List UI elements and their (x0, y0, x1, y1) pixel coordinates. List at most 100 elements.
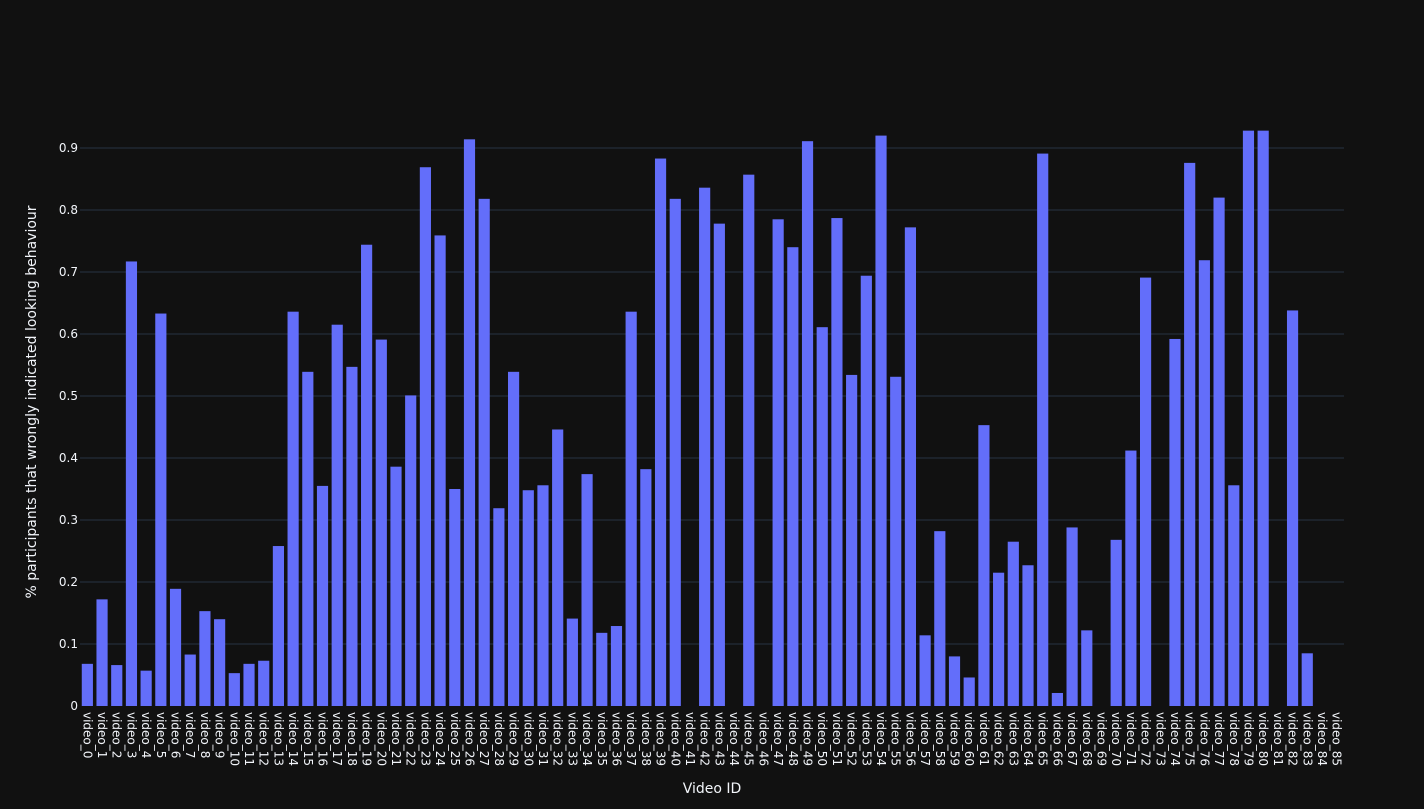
bar-video-52[interactable] (846, 374, 858, 706)
bars (81, 130, 1313, 707)
bar-video-42[interactable] (699, 187, 711, 706)
x-tick-label: video_16 (316, 712, 330, 766)
x-tick-label: video_44 (727, 712, 741, 766)
bar-video-65[interactable] (1037, 153, 1049, 706)
x-tick-label: video_45 (742, 712, 756, 766)
y-tick-label: 0.1 (59, 637, 78, 651)
bar-video-58[interactable] (934, 531, 946, 706)
bar-video-22[interactable] (405, 395, 417, 706)
bar-video-17[interactable] (331, 324, 343, 706)
bar-video-9[interactable] (214, 619, 226, 706)
bar-video-1[interactable] (96, 599, 108, 706)
bar-video-40[interactable] (669, 198, 681, 706)
x-tick-label: video_74 (1168, 712, 1182, 766)
bar-video-74[interactable] (1169, 338, 1181, 706)
x-tick-label: video_25 (448, 712, 462, 766)
x-tick-label: video_35 (595, 712, 609, 766)
x-tick-label: video_78 (1227, 712, 1241, 766)
bar-video-38[interactable] (640, 469, 652, 706)
bar-video-66[interactable] (1051, 692, 1063, 706)
bar-video-12[interactable] (258, 660, 270, 706)
bar-video-71[interactable] (1125, 450, 1137, 706)
bar-video-0[interactable] (81, 663, 93, 706)
bar-video-54[interactable] (875, 135, 887, 707)
bar-video-47[interactable] (772, 219, 784, 707)
bar-video-76[interactable] (1198, 260, 1210, 706)
bar-video-6[interactable] (169, 588, 182, 706)
bar-video-49[interactable] (801, 141, 814, 706)
bar-video-50[interactable] (816, 327, 828, 706)
bar-video-78[interactable] (1228, 485, 1240, 706)
bar-video-14[interactable] (287, 311, 299, 706)
bar-video-20[interactable] (375, 339, 387, 706)
x-tick-label: video_19 (360, 712, 374, 766)
bar-video-33[interactable] (566, 618, 578, 706)
bar-video-77[interactable] (1213, 197, 1225, 706)
bar-video-43[interactable] (713, 223, 725, 706)
bar-video-35[interactable] (596, 632, 608, 706)
bar-video-36[interactable] (610, 626, 623, 706)
bar-video-61[interactable] (978, 425, 990, 706)
bar-video-29[interactable] (507, 371, 520, 706)
bar-video-72[interactable] (1139, 277, 1152, 706)
bar-video-34[interactable] (581, 474, 593, 706)
bar-video-5[interactable] (155, 313, 167, 706)
bar-video-37[interactable] (625, 311, 637, 706)
x-tick-label: video_28 (492, 712, 506, 766)
bar-video-30[interactable] (522, 490, 534, 706)
bar-video-18[interactable] (346, 366, 358, 706)
bar-video-59[interactable] (948, 656, 961, 706)
x-tick-label: video_20 (374, 712, 388, 766)
bar-video-53[interactable] (860, 275, 872, 706)
bar-video-39[interactable] (654, 158, 667, 707)
bar-video-67[interactable] (1066, 527, 1078, 706)
bar-video-23[interactable] (419, 167, 431, 707)
x-tick-label: video_39 (654, 712, 668, 766)
bar-video-75[interactable] (1184, 162, 1196, 706)
bar-video-56[interactable] (904, 227, 917, 707)
bar-video-45[interactable] (743, 174, 755, 706)
bar-video-48[interactable] (787, 247, 799, 706)
bar-video-82[interactable] (1286, 310, 1299, 706)
bar-video-15[interactable] (302, 371, 314, 706)
x-tick-label: video_24 (433, 712, 447, 766)
bar-video-83[interactable] (1301, 653, 1313, 706)
bar-video-80[interactable] (1257, 130, 1269, 706)
bar-video-57[interactable] (919, 635, 931, 706)
bar-video-28[interactable] (493, 508, 505, 706)
bar-video-16[interactable] (316, 485, 329, 706)
bar-video-24[interactable] (434, 235, 446, 707)
bar-video-26[interactable] (463, 139, 476, 706)
bar-video-70[interactable] (1110, 539, 1122, 706)
bar-video-31[interactable] (537, 485, 549, 706)
bar-video-2[interactable] (111, 665, 123, 706)
bar-video-3[interactable] (125, 261, 138, 706)
bar-video-79[interactable] (1242, 130, 1255, 706)
bar-video-51[interactable] (831, 218, 843, 706)
bar-video-25[interactable] (449, 489, 461, 706)
bar-video-32[interactable] (552, 429, 564, 706)
x-tick-label: video_55 (889, 712, 903, 766)
bar-video-11[interactable] (243, 663, 255, 706)
bar-video-62[interactable] (993, 572, 1005, 706)
bar-video-68[interactable] (1081, 630, 1093, 706)
bar-video-8[interactable] (199, 611, 211, 706)
x-tick-label: video_77 (1212, 712, 1226, 766)
x-tick-label: video_85 (1330, 712, 1344, 766)
bar-video-60[interactable] (963, 677, 975, 706)
bar-video-10[interactable] (228, 673, 240, 706)
bar-video-27[interactable] (478, 198, 490, 706)
bar-video-21[interactable] (390, 466, 402, 706)
bar-video-55[interactable] (890, 376, 902, 706)
bar-video-19[interactable] (361, 244, 373, 706)
bar-video-64[interactable] (1022, 565, 1034, 706)
bar-video-4[interactable] (140, 670, 152, 706)
bar-video-63[interactable] (1007, 541, 1019, 706)
x-tick-label: video_68 (1080, 712, 1094, 766)
x-tick-label: video_60 (962, 712, 976, 766)
x-tick-label: video_71 (1124, 712, 1138, 766)
bar-video-7[interactable] (184, 654, 196, 706)
bar-video-13[interactable] (272, 546, 285, 706)
x-tick-label: video_13 (271, 712, 285, 766)
